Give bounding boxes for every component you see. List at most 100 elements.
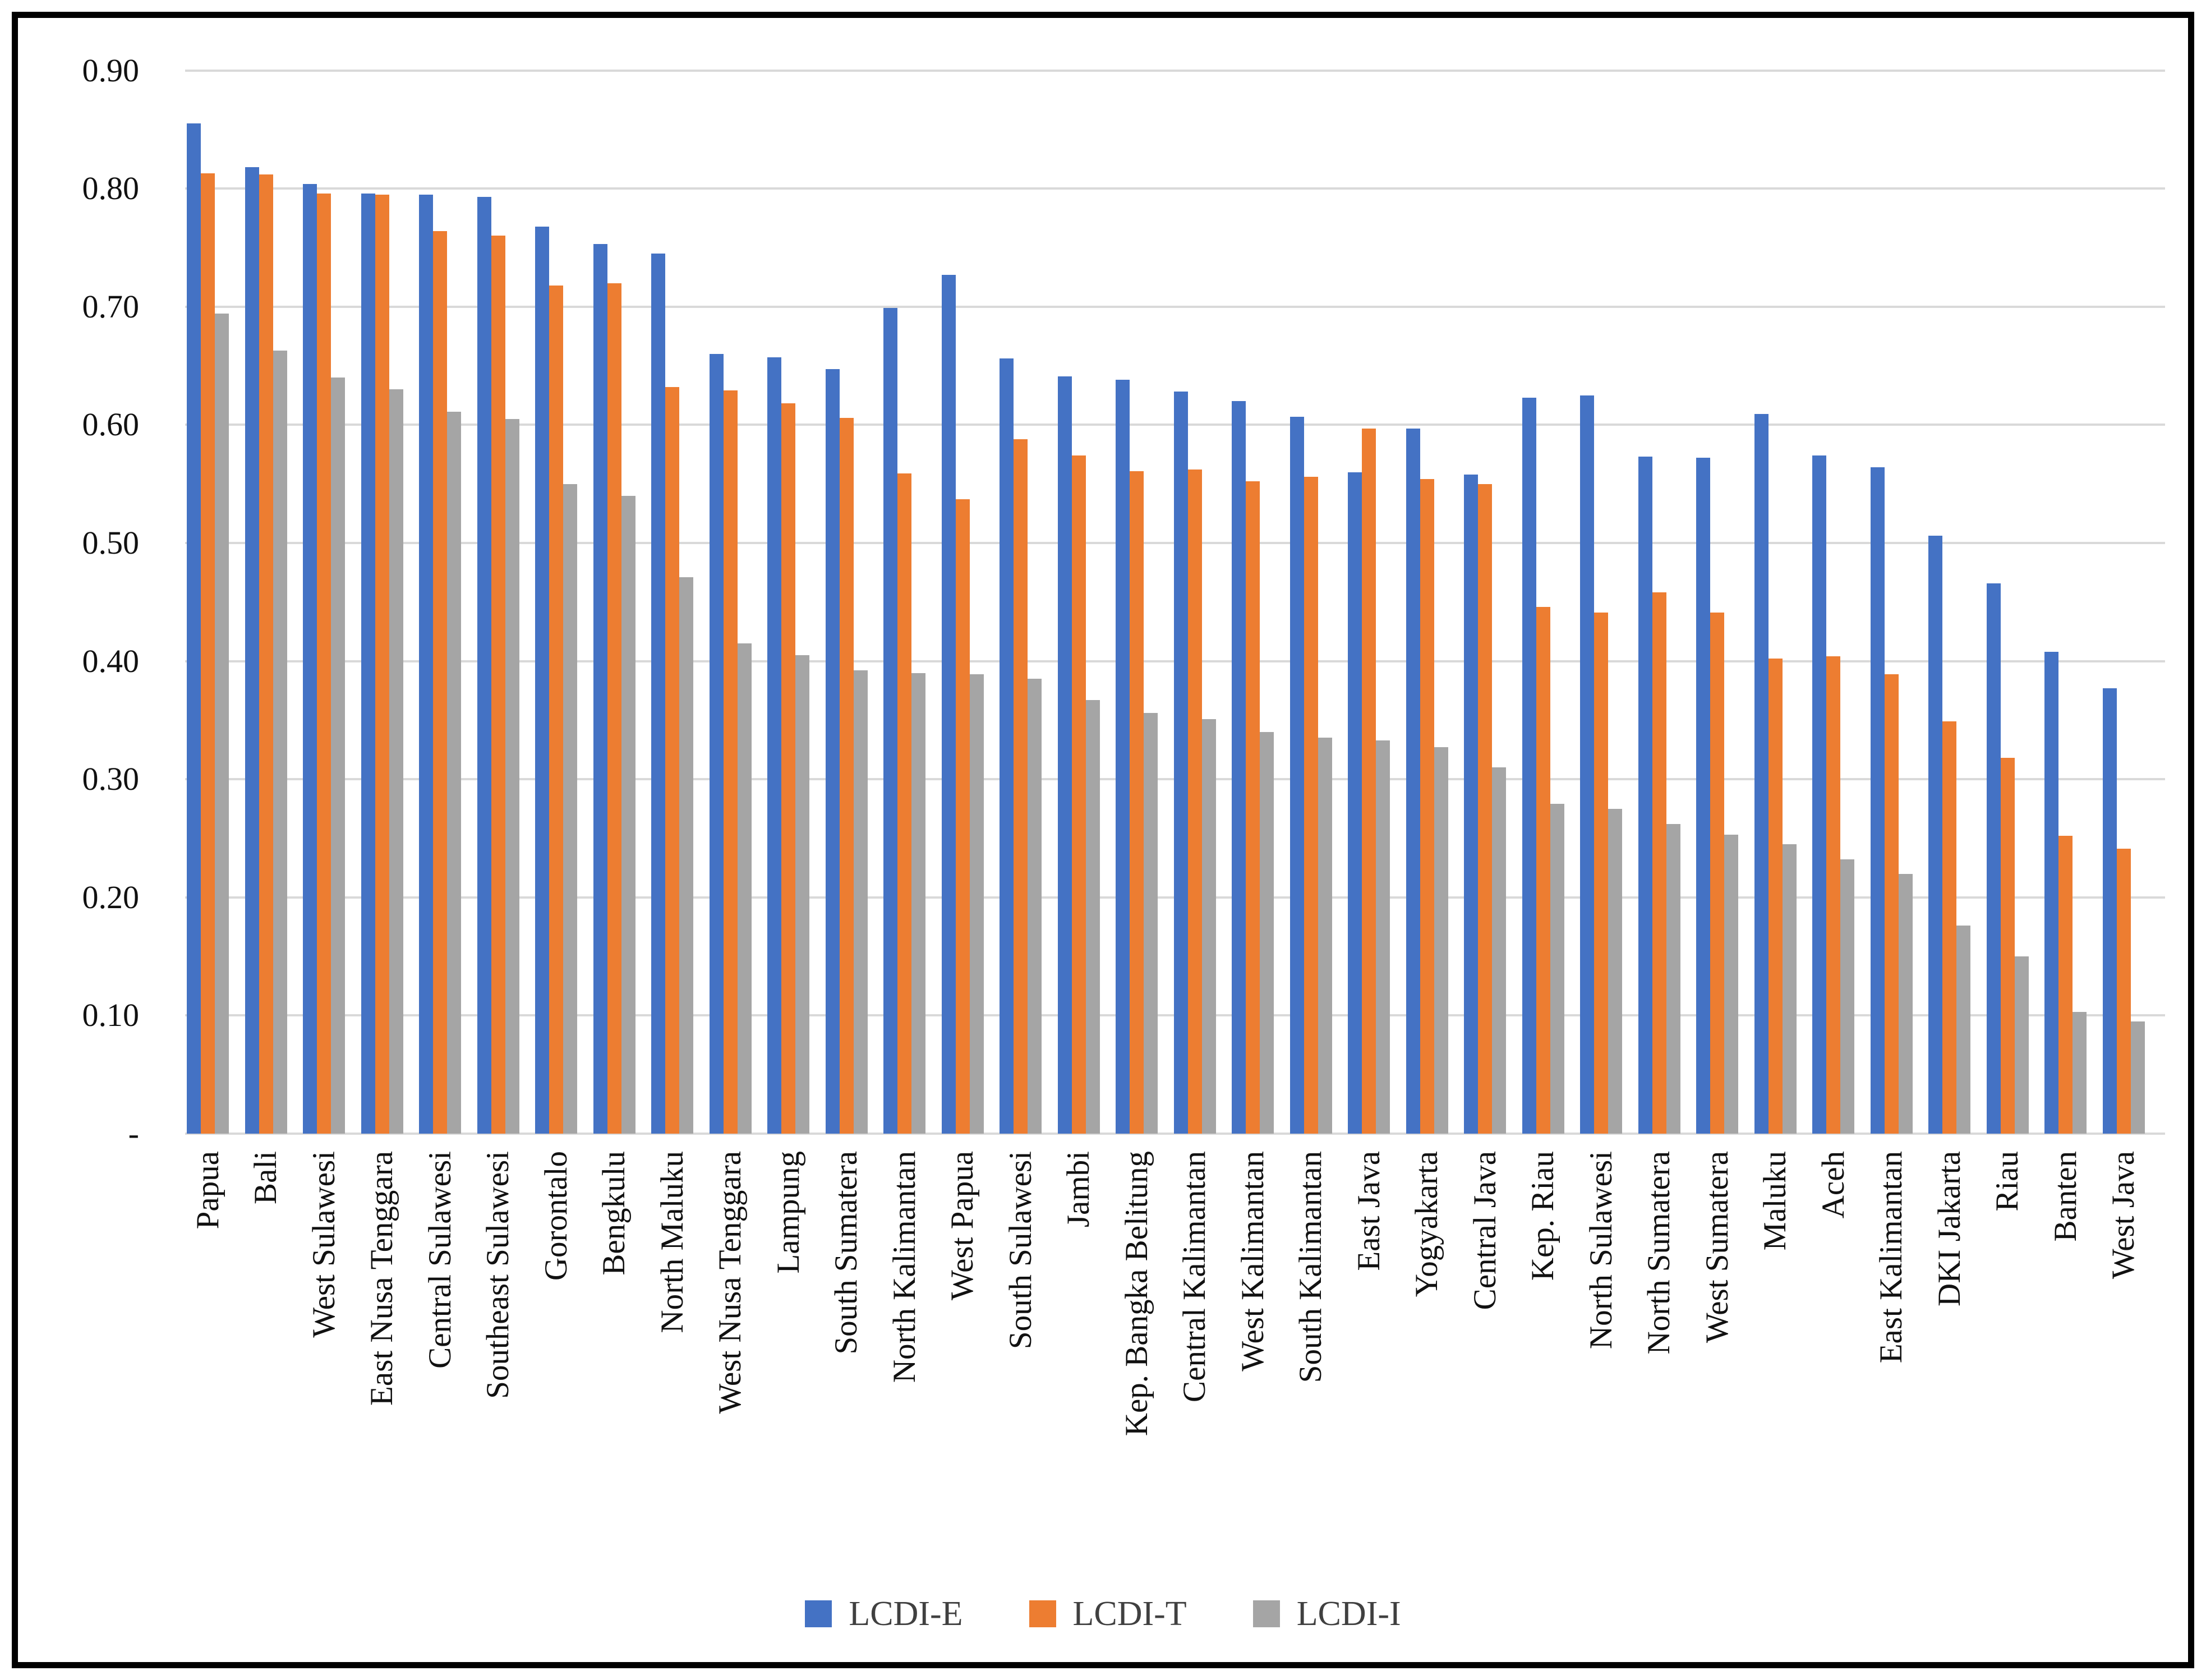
x-category-label: Papua — [190, 1151, 225, 1230]
bar-LCDI-T-Central Kalimantan — [1187, 470, 1202, 1134]
x-category-label: Kep. Riau — [1525, 1151, 1560, 1281]
bar-LCDI-T-Kep. Bangka Belitung — [1130, 471, 1144, 1134]
bar-LCDI-E-Papua — [187, 123, 201, 1134]
x-category-label: Gorontalo — [538, 1151, 574, 1281]
bar-LCDI-E-West Sumatera — [1696, 458, 1710, 1134]
legend-item-LCDI-I: LCDI-I — [1252, 1595, 1401, 1633]
bar-LCDI-T-Gorontalo — [549, 285, 563, 1134]
bar-LCDI-T-Bengkulu — [607, 283, 621, 1134]
x-category-label: Maluku — [1757, 1151, 1793, 1251]
y-tick-label: 0.10 — [82, 997, 140, 1034]
gridline-0.70 — [185, 305, 2165, 308]
bar-LCDI-E-East Java — [1348, 472, 1362, 1134]
y-tick-label: 0.30 — [82, 761, 140, 798]
bar-LCDI-E-Bengkulu — [593, 244, 607, 1134]
bar-LCDI-E-South Sumatera — [825, 369, 840, 1134]
bar-LCDI-I-Central Java — [1492, 767, 1506, 1134]
bar-LCDI-I-West Papua — [969, 674, 984, 1134]
bar-LCDI-T-West Java — [2116, 849, 2131, 1134]
legend-item-LCDI-T: LCDI-T — [1029, 1596, 1187, 1631]
bar-LCDI-I-DKI Jakarta — [1956, 926, 1970, 1134]
bar-LCDI-T-East Java — [1362, 428, 1376, 1134]
x-category-label: South Sumatera — [828, 1151, 864, 1355]
bar-LCDI-T-West Sulawesi — [317, 193, 331, 1134]
legend-label: LCDI-I — [1296, 1595, 1401, 1633]
bar-LCDI-E-East Kalimantan — [1870, 467, 1885, 1134]
bar-LCDI-I-East Nusa Tenggara — [389, 389, 403, 1134]
bar-LCDI-T-Maluku — [1768, 659, 1783, 1134]
bar-LCDI-T-Kep. Riau — [1536, 606, 1550, 1134]
bar-LCDI-T-Central Java — [1478, 484, 1492, 1134]
bar-LCDI-T-South Sulawesi — [1014, 439, 1028, 1134]
bar-LCDI-T-Aceh — [1826, 656, 1840, 1134]
x-category-label: Central Sulawesi — [422, 1151, 458, 1369]
x-category-label: East Java — [1351, 1151, 1387, 1271]
bar-LCDI-E-West Sulawesi — [303, 183, 317, 1134]
x-category-label: West Kalimantan — [1235, 1151, 1270, 1371]
bar-LCDI-I-Banten — [2073, 1012, 2087, 1134]
bar-LCDI-T-West Papua — [955, 499, 970, 1134]
x-category-label: West Sumatera — [1699, 1151, 1735, 1343]
bar-LCDI-I-East Kalimantan — [1898, 873, 1913, 1134]
y-tick-label: 0.50 — [82, 524, 140, 561]
x-category-label: South Sulawesi — [1002, 1151, 1038, 1350]
bar-LCDI-T-West Sumatera — [1710, 613, 1724, 1134]
x-category-label: West Papua — [945, 1151, 980, 1301]
bar-LCDI-I-North Sumatera — [1666, 824, 1680, 1134]
bar-LCDI-E-South Sulawesi — [1000, 358, 1014, 1134]
bar-LCDI-E-North Maluku — [651, 254, 665, 1134]
y-tick-label: 0.90 — [82, 52, 140, 89]
x-category-label: Bali — [248, 1151, 283, 1204]
x-category-label: North Maluku — [654, 1151, 690, 1333]
bar-LCDI-E-Central Kalimantan — [1173, 392, 1188, 1134]
y-tick-label: - — [128, 1115, 139, 1152]
bar-LCDI-E-West Kalimantan — [1232, 401, 1246, 1134]
x-category-label: West Sulawesi — [306, 1151, 342, 1338]
x-category-label: East Kalimantan — [1873, 1151, 1909, 1364]
bar-LCDI-I-West Sulawesi — [331, 378, 345, 1134]
bar-LCDI-T-South Kalimantan — [1304, 477, 1318, 1134]
bar-LCDI-E-Gorontalo — [535, 226, 549, 1134]
bar-LCDI-I-West Sumatera — [1724, 835, 1738, 1134]
x-category-label: Kep. Bangka Belitung — [1118, 1151, 1154, 1437]
bar-LCDI-I-Bali — [273, 350, 287, 1134]
bar-LCDI-T-West Nusa Tenggara — [723, 390, 738, 1134]
x-category-label: Aceh — [1815, 1151, 1851, 1219]
bar-LCDI-I-Central Sulawesi — [447, 412, 461, 1134]
bar-LCDI-E-Kep. Bangka Belitung — [1116, 380, 1130, 1134]
bar-LCDI-E-DKI Jakarta — [1928, 536, 1942, 1134]
x-axis-baseline — [185, 1133, 2165, 1135]
x-category-label: Bengkulu — [596, 1151, 632, 1276]
y-tick-label: 0.70 — [82, 288, 140, 325]
bar-LCDI-I-Kep. Riau — [1550, 804, 1564, 1134]
legend-swatch-icon — [1029, 1600, 1056, 1627]
bar-LCDI-I-Jambi — [1085, 700, 1100, 1134]
legend-label: LCDI-E — [849, 1595, 963, 1633]
x-category-label: South Kalimantan — [1293, 1151, 1328, 1383]
bar-LCDI-I-Riau — [2014, 956, 2029, 1134]
bar-LCDI-T-DKI Jakarta — [1942, 721, 1956, 1134]
bar-LCDI-I-West Kalimantan — [1260, 731, 1274, 1134]
bar-LCDI-T-Yogyakarta — [1420, 479, 1434, 1134]
bar-LCDI-E-Bali — [245, 167, 259, 1134]
x-category-label: Riau — [1989, 1151, 2025, 1212]
x-category-label: North Kalimantan — [886, 1151, 922, 1383]
bar-LCDI-T-South Sumatera — [839, 417, 854, 1134]
bar-LCDI-T-Central Sulawesi — [433, 231, 447, 1134]
bar-LCDI-E-West Papua — [941, 274, 956, 1134]
bar-LCDI-I-Bengkulu — [621, 495, 635, 1134]
bar-LCDI-I-Lampung — [795, 655, 809, 1134]
bar-LCDI-T-North Maluku — [665, 387, 679, 1134]
legend-label: LCDI-T — [1072, 1595, 1187, 1633]
bar-LCDI-T-North Sulawesi — [1594, 613, 1608, 1134]
x-category-label: Jambi — [1061, 1151, 1096, 1228]
bar-LCDI-T-North Kalimantan — [897, 473, 911, 1134]
bar-LCDI-I-South Sulawesi — [1028, 679, 1042, 1134]
bar-LCDI-I-Central Kalimantan — [1201, 719, 1216, 1134]
y-tick-label: 0.60 — [82, 406, 140, 443]
bar-LCDI-E-East Nusa Tenggara — [361, 193, 375, 1134]
bar-LCDI-T-West Kalimantan — [1246, 481, 1260, 1134]
x-category-label: Southeast Sulawesi — [480, 1151, 515, 1399]
bar-LCDI-I-North Maluku — [679, 577, 693, 1134]
x-category-label: West Nusa Tenggara — [712, 1151, 748, 1414]
